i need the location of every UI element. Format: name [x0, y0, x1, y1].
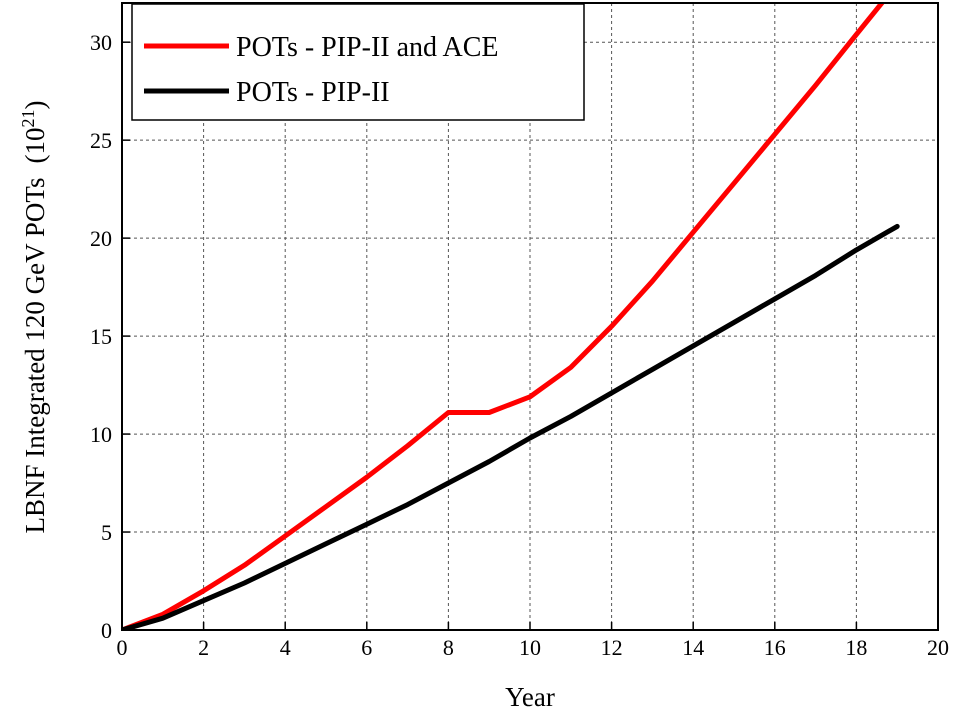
series-line-1	[122, 3, 886, 630]
y-axis-title-unit-close: )	[20, 100, 50, 109]
series-line-2	[122, 223, 900, 630]
x-tick-label: 18	[845, 635, 867, 660]
x-axis-title: Year	[505, 682, 555, 712]
x-tick-label: 20	[927, 635, 949, 660]
legend-label-2: POTs - PIP-II	[236, 77, 390, 108]
y-tick-label: 10	[90, 422, 112, 447]
y-tick-label: 25	[90, 128, 112, 153]
series-group	[122, 3, 900, 630]
legend-box	[131, 3, 585, 121]
ticks: 0 2 4 6 8 10 12 14 16 18 20 0 5 10 15 20 25 30	[90, 30, 949, 660]
y-axis-title: LBNF Integrated 120 GeV POTs (1021)	[18, 100, 50, 533]
y-tick-label: 30	[90, 30, 112, 55]
y-axis-title-main: LBNF Integrated 120 GeV POTs	[20, 177, 50, 533]
y-tick-label: 0	[101, 618, 112, 643]
y-tick-label: 5	[101, 520, 112, 545]
x-tick-label: 6	[361, 635, 372, 660]
x-tick-label: 4	[280, 635, 291, 660]
legend-label-1: POTs - PIP-II and ACE	[236, 32, 499, 63]
y-tick-label: 20	[90, 226, 112, 251]
x-tick-label: 16	[764, 635, 786, 660]
x-tick-label: 10	[519, 635, 541, 660]
legend: POTs - PIP-II and ACE POTs - PIP-II	[131, 3, 585, 121]
x-tick-label: 14	[682, 635, 704, 660]
y-axis-title-unit-exponent: 21	[18, 109, 38, 127]
x-tick-label: 12	[601, 635, 623, 660]
x-tick-label: 0	[117, 635, 128, 660]
x-tick-label: 2	[198, 635, 209, 660]
y-axis-title-unit: (10	[20, 127, 50, 163]
x-tick-label: 8	[443, 635, 454, 660]
y-tick-label: 15	[90, 324, 112, 349]
